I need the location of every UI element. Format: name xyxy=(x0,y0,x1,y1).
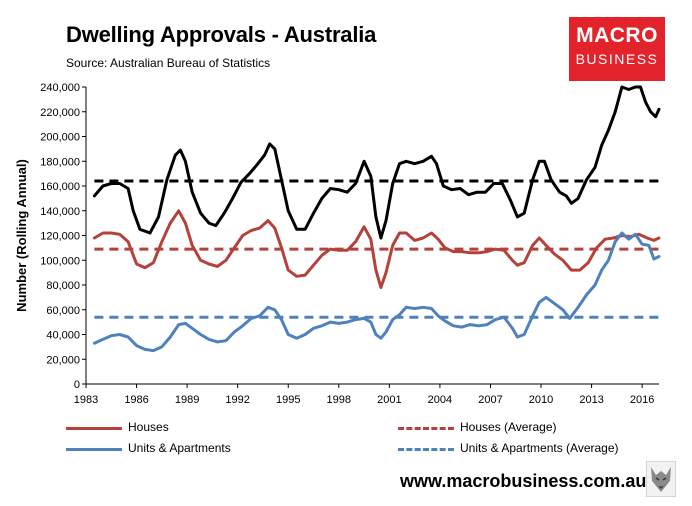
x-tick-label: 1998 xyxy=(327,394,351,406)
x-tick-label: 2010 xyxy=(529,394,553,406)
legend-swatch-houses xyxy=(66,427,122,430)
x-tick-label: 2016 xyxy=(630,394,654,406)
wolf-head-icon xyxy=(646,461,676,497)
y-tick-label: 40,000 xyxy=(46,330,80,342)
legend-swatch-units-average xyxy=(398,448,454,451)
y-tick-label: 0 xyxy=(74,379,80,391)
y-tick-label: 220,000 xyxy=(40,107,80,119)
x-tick-label: 2001 xyxy=(377,394,401,406)
y-tick-label: 180,000 xyxy=(40,156,80,168)
y-tick-label: 20,000 xyxy=(46,354,80,366)
x-tick-label: 1995 xyxy=(276,394,300,406)
y-tick-label: 60,000 xyxy=(46,305,80,317)
footer-url: www.macrobusiness.com.au xyxy=(400,471,647,491)
source-note: Source: Australian Bureau of Statistics xyxy=(66,56,271,70)
y-tick-label: 160,000 xyxy=(40,181,80,193)
x-tick-label: 1986 xyxy=(124,394,148,406)
series-line-total xyxy=(92,85,661,240)
y-tick-label: 140,000 xyxy=(40,206,80,218)
series-line-units-apartments xyxy=(92,231,661,353)
legend-label-houses-average: Houses (Average) xyxy=(460,420,557,434)
y-axis-label: Number (Rolling Annual) xyxy=(14,159,29,312)
macrobusiness-logo: MACRO BUSINESS xyxy=(569,17,665,81)
y-tick-label: 80,000 xyxy=(46,280,80,292)
legend-label-houses: Houses xyxy=(128,420,169,434)
legend-swatch-houses-average xyxy=(398,427,454,430)
x-tick-label: 2013 xyxy=(579,394,603,406)
logo-line2: BUSINESS xyxy=(575,51,659,67)
y-tick-label: 200,000 xyxy=(40,132,80,144)
series-line-houses xyxy=(92,209,661,289)
x-tick-label: 1983 xyxy=(74,394,98,406)
x-tick-label: 1992 xyxy=(225,394,249,406)
line-chart: 0 20,000 40,000 60,000 80,000 100,000 120,000 1… xyxy=(14,82,661,406)
logo-line1: MACRO xyxy=(576,24,658,47)
legend-label-units: Units & Apartments xyxy=(128,441,231,455)
page-title: Dwelling Approvals - Australia xyxy=(66,22,377,47)
x-tick-label: 2004 xyxy=(428,394,452,406)
y-tick-label: 100,000 xyxy=(40,255,80,267)
legend-swatch-units xyxy=(66,448,122,451)
y-tick-label: 240,000 xyxy=(40,82,80,94)
y-tick-label: 120,000 xyxy=(40,231,80,243)
x-tick-label: 1989 xyxy=(175,394,199,406)
legend-label-units-average: Units & Apartments (Average) xyxy=(460,441,619,455)
x-tick-label: 2007 xyxy=(478,394,502,406)
